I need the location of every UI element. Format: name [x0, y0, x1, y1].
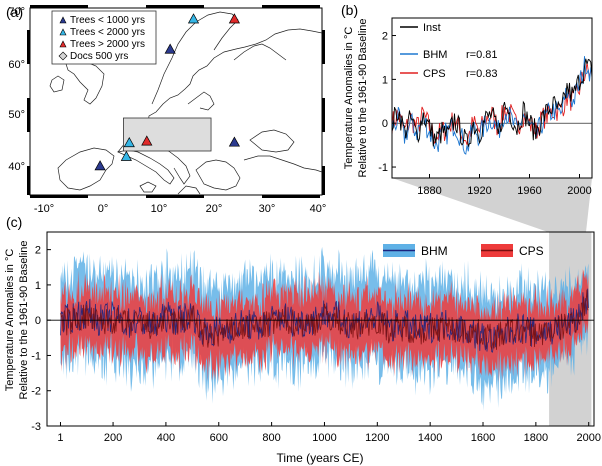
x-tick-label: 800: [262, 432, 280, 444]
panel-c-series: [60, 246, 589, 411]
x-tick-label: 1960: [517, 185, 541, 197]
legend-label-trees-lt-1000: Trees < 1000 yrs: [70, 15, 145, 26]
map-border-ticks: [27, 5, 325, 198]
panel-c-label: (c): [6, 214, 22, 230]
y-tick-label: 2: [35, 245, 41, 257]
site-marker: [141, 135, 153, 146]
legend-marker-trees-lt-2000: [59, 28, 67, 36]
site-marker: [164, 43, 176, 54]
series-line-inst: [392, 58, 592, 148]
x-tick-label: 400: [157, 432, 175, 444]
legend-marker-docs: [58, 51, 68, 61]
x-tick-label: 1920: [467, 185, 491, 197]
coastlines: [49, 11, 322, 195]
y-tick-label: 0: [35, 315, 41, 327]
panel-c-frame: [46, 231, 595, 427]
panel-a-label: (a): [6, 4, 23, 20]
y-tick-label: -1: [31, 350, 41, 362]
x-tick-label: 1: [57, 432, 63, 444]
site-marker: [228, 136, 240, 147]
x-tick-label: 200: [104, 432, 122, 444]
map-legend-box: [51, 10, 157, 65]
legend-label-cps: CPS: [423, 68, 446, 80]
region-box-rect: [123, 117, 212, 152]
cps-uncertainty-band: [60, 269, 589, 383]
site-marker: [120, 150, 132, 161]
legend-label-inst: Inst: [423, 22, 441, 34]
x-tick-label: 1200: [365, 432, 389, 444]
site-markers: [94, 13, 240, 171]
panel-c-ticks: 1 200 400 600 800 1000 1200 1400 1600 1800 2000210…: [31, 245, 601, 444]
lat-tick-label: 70°: [8, 6, 25, 18]
legend-label-cps: CPS: [519, 244, 544, 258]
panel-c-ylabel-line1: Temperature Anomalies in °C: [4, 249, 16, 392]
site-marker: [187, 13, 200, 24]
legend-label-trees-gt-2000: Trees > 2000 yrs: [70, 39, 145, 50]
site-marker: [94, 160, 106, 171]
panel-b-label: (b): [341, 2, 358, 18]
lat-tick-label: 60°: [8, 59, 25, 71]
panel-c-xlabel: Time (years CE): [277, 451, 364, 465]
map-legend: Trees < 1000 yrs Trees < 2000 yrs Trees …: [51, 10, 157, 65]
legend-label-trees-lt-2000: Trees < 2000 yrs: [70, 27, 145, 38]
panel-c-legend: BHM CPS: [383, 244, 544, 258]
panel-b: (b) Temperature Anomalies in °C Relative…: [341, 2, 593, 197]
panel-b-ticks: 1880 1920 1960 2000 2 1 0 -1: [378, 31, 592, 197]
site-marker: [123, 137, 135, 148]
panel-b-series: [392, 56, 592, 155]
panel-c-ylabel-line2: Relative to the 1961-90 Baseline: [18, 241, 30, 400]
legend-r-cps: r=0.83: [466, 68, 498, 80]
panel-b-frame: [391, 17, 593, 179]
x-tick-label: 1800: [524, 432, 548, 444]
panel-a: (a): [6, 4, 326, 215]
lon-tick-label: 40°: [310, 203, 327, 215]
lat-tick-label: 40°: [8, 161, 25, 173]
panel-b-plot-area: [392, 18, 592, 178]
y-tick-label: -3: [31, 421, 41, 433]
y-tick-label: -2: [31, 386, 41, 398]
cps-mean-line: [60, 289, 589, 351]
y-tick-label: 2: [382, 31, 388, 43]
lon-tick-label: 20°: [206, 203, 223, 215]
x-tick-label: 1600: [471, 432, 495, 444]
legend-r-bhm: r=0.81: [466, 49, 498, 61]
x-tick-label: 1400: [418, 432, 442, 444]
panel-c: (c) Temperature Anomalies in °C Relative…: [4, 214, 601, 465]
x-tick-label: 1880: [417, 185, 441, 197]
x-tick-label: 600: [210, 432, 228, 444]
region-box: [123, 117, 212, 152]
panel-b-ylabel-line1: Temperature Anomalies in °C: [343, 27, 355, 170]
y-tick-label: 0: [382, 118, 388, 130]
y-tick-label: 1: [382, 74, 388, 86]
x-tick-label: 1000: [312, 432, 336, 444]
lon-tick-labels: -10° 0° 10° 20° 30° 40°: [34, 203, 326, 215]
legend-label-bhm: BHM: [421, 244, 448, 258]
legend-marker-trees-gt-2000: [59, 40, 67, 48]
panel-b-legend: Inst BHM r=0.81 CPS r=0.83: [400, 22, 498, 80]
map-content: [49, 11, 322, 195]
x-tick-label: 2000: [576, 432, 600, 444]
lon-tick-label: 10°: [151, 203, 168, 215]
panel-b-ylabel-line2: Relative to the 1961-90 Baseline: [357, 19, 369, 178]
lat-tick-labels: 70° 60° 50° 40°: [8, 6, 25, 173]
zoom-connector: [392, 178, 592, 232]
y-tick-label: -1: [378, 162, 388, 174]
series-line-bhm: [392, 56, 592, 155]
legend-label-docs: Docs 500 yrs: [70, 51, 128, 62]
lat-tick-label: 50°: [8, 109, 25, 121]
legend-label-bhm: BHM: [423, 49, 447, 61]
lon-tick-label: 30°: [259, 203, 276, 215]
site-marker: [228, 13, 240, 24]
lon-tick-label: 0°: [98, 203, 109, 215]
x-tick-label: 2000: [567, 185, 591, 197]
y-tick-label: 1: [35, 280, 41, 292]
lon-tick-label: -10°: [34, 203, 54, 215]
legend-marker-trees-lt-1000: [59, 16, 67, 24]
